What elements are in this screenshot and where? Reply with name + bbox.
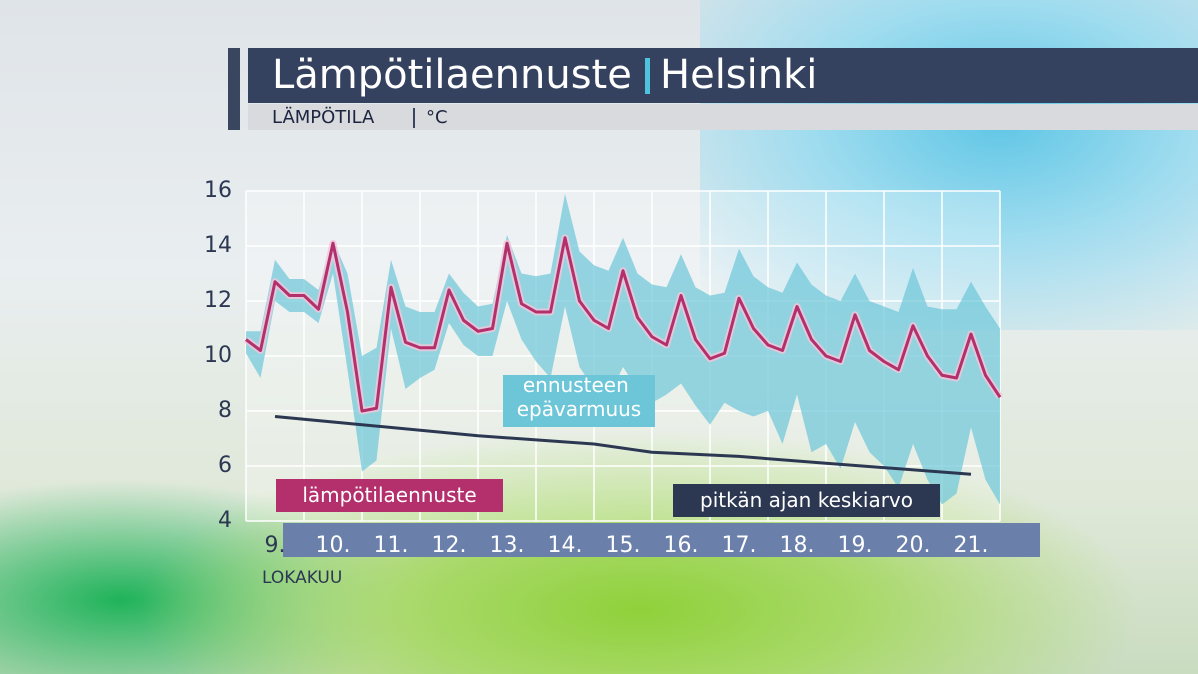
y-tick-label: 8	[218, 398, 232, 423]
x-axis-label: LOKAKUU	[262, 568, 342, 588]
y-tick-label: 12	[204, 288, 232, 313]
y-tick-label: 6	[218, 453, 232, 478]
date-strip	[283, 523, 1040, 557]
legend-band: ennusteen epävarmuus	[517, 373, 641, 421]
line	[274, 415, 972, 476]
separator	[645, 58, 650, 94]
x-tick-label: 11.	[374, 533, 409, 558]
legend-mean-box	[673, 484, 940, 517]
chart-title: Lämpötilaennuste	[272, 52, 632, 98]
separator	[413, 108, 415, 128]
y-tick-label: 16	[204, 178, 232, 203]
line	[245, 236, 1002, 413]
x-tick-label: 14.	[548, 533, 583, 558]
legend-temperature: lämpötilaennuste	[302, 483, 476, 507]
x-tick-label: 9.	[265, 533, 286, 558]
x-tick-label: 15.	[606, 533, 641, 558]
legend-band-box	[503, 375, 655, 427]
legend-mean: pitkän ajan keskiarvo	[700, 488, 913, 512]
unit: °C	[426, 107, 448, 128]
x-tick-label: 20.	[896, 533, 931, 558]
uncertainty-band	[246, 193, 1000, 505]
x-tick-label: 16.	[664, 533, 699, 558]
title-bar	[248, 48, 1198, 103]
y-tick-label: 14	[204, 233, 232, 258]
x-tick-label: 17.	[722, 533, 757, 558]
accent	[228, 48, 240, 130]
legend-temperature-box	[276, 479, 503, 512]
y-axis-label: LÄMPÖTILA	[272, 106, 375, 128]
y-tick-label: 4	[218, 508, 232, 533]
x-tick-label: 19.	[838, 533, 873, 558]
location: Helsinki	[660, 52, 817, 98]
y-tick-label: 10	[204, 343, 232, 368]
legend-band-line: epävarmuus	[517, 397, 641, 421]
x-tick-label: 12.	[432, 533, 467, 558]
x-tick-label: 13.	[490, 533, 525, 558]
x-tick-label: 21.	[954, 533, 989, 558]
legend-band-line: ennusteen	[523, 373, 635, 397]
x-tick-label: 10.	[316, 533, 351, 558]
x-tick-label: 18.	[780, 533, 815, 558]
subtitle-bar	[248, 104, 1198, 130]
